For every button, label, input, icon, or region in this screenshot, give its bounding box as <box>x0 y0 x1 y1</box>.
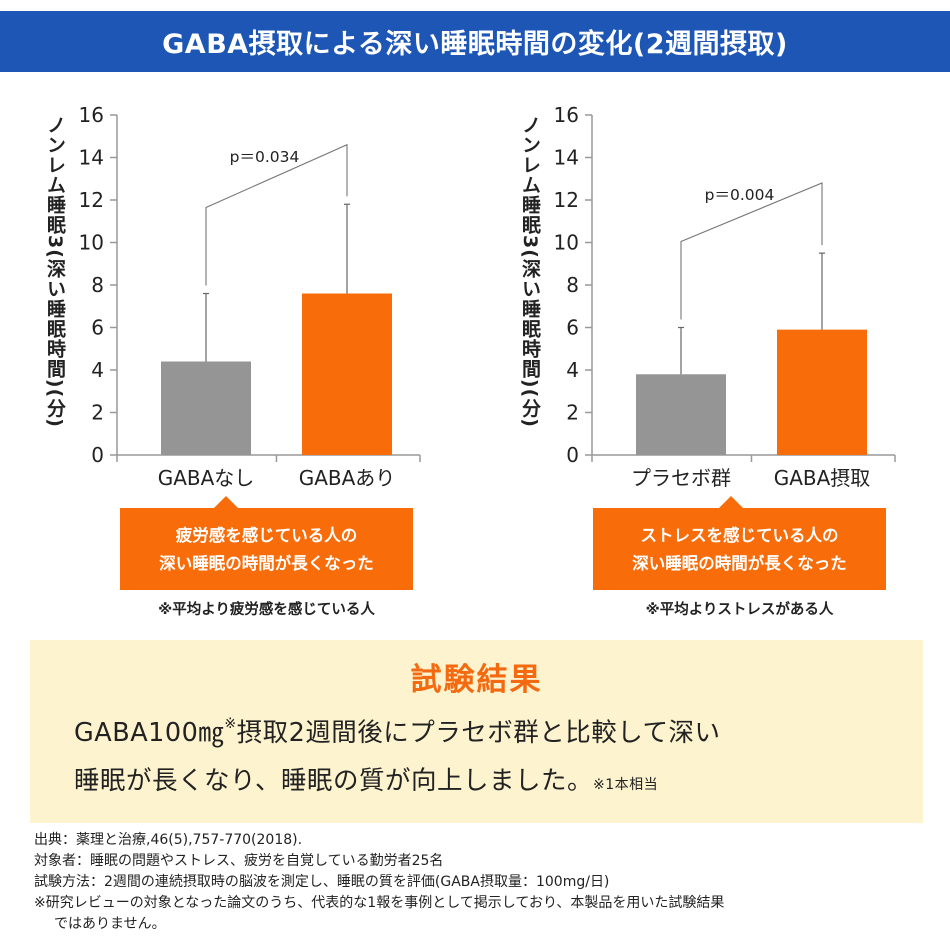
y-axis-label: ノンレム睡眠3(深い睡眠時間)(分) <box>519 115 541 428</box>
chart-stress: ノンレム睡眠3(深い睡眠時間)(分) 0 2 4 6 8 10 12 14 16 プラセボ群 GAB… <box>475 95 950 495</box>
chart-plot-fatigue: 0 2 4 6 8 10 12 14 16 GABAなし GABAあり p＝0.034 <box>79 103 421 490</box>
y-tick-label: 0 <box>566 443 579 467</box>
results-title: 試験結果 <box>410 662 543 698</box>
footnote-fatigue: ※平均より疲労感を感じている人 <box>158 602 375 618</box>
x-category-label: プラセボ群 <box>631 466 731 490</box>
bar <box>302 293 392 455</box>
y-tick-label: 12 <box>554 188 579 212</box>
results-text: 睡眠が長くなり、睡眠の質が向上しました。 <box>74 766 593 796</box>
y-tick-label: 6 <box>91 316 104 340</box>
y-tick-label: 8 <box>566 273 579 297</box>
x-category-label: GABAあり <box>299 466 396 490</box>
results-box: 試験結果 GABA100㎎※摂取2週間後にプラセボ群と比較して深い 睡眠が長くな… <box>30 640 923 823</box>
y-tick-label: 12 <box>79 188 104 212</box>
footnotes: 出典：薬理と治療,46(5),757-770(2018). 対象者：睡眠の問題や… <box>34 830 939 935</box>
chart-plot-stress: 0 2 4 6 8 10 12 14 16 プラセボ群 GABA摂取 p＝0.004 <box>554 103 896 490</box>
p-value-label: p＝0.004 <box>705 186 775 204</box>
y-tick-label: 0 <box>91 443 104 467</box>
y-tick-label: 16 <box>554 103 579 127</box>
y-tick-label: 16 <box>79 103 104 127</box>
callout-arrow <box>213 496 239 509</box>
y-tick-label: 10 <box>79 231 104 255</box>
y-tick-label: 4 <box>566 358 579 382</box>
bar <box>777 329 867 455</box>
bar <box>636 374 726 455</box>
chart-fatigue: ノンレム睡眠3(深い睡眠時間)(分) 0 2 4 6 8 10 12 14 16 GABAなし GA… <box>0 95 475 495</box>
callout-line: 深い睡眠の時間が長くなった <box>159 554 374 573</box>
y-tick-label: 10 <box>554 231 579 255</box>
results-text: 摂取2週間後にプラセボ群と比較して深い <box>236 718 721 748</box>
results-note: ※1本相当 <box>592 777 659 793</box>
disclaimer-cont: ではありません。 <box>54 916 166 932</box>
y-axis-label: ノンレム睡眠3(深い睡眠時間)(分) <box>44 115 66 428</box>
significance-bracket <box>680 182 823 320</box>
x-category-label: GABAなし <box>158 466 255 490</box>
disclaimer: ※研究レビューの対象となった論文のうち、代表的な1報を事例として掲示しており、本… <box>34 895 725 911</box>
bar <box>161 361 251 455</box>
callout-stress: ストレスを感じている人の 深い睡眠の時間が長くなった <box>593 508 886 590</box>
y-tick-label: 8 <box>91 273 104 297</box>
source-citation: 出典：薬理と治療,46(5),757-770(2018). <box>34 832 303 848</box>
callout-fatigue: 疲労感を感じている人の 深い睡眠の時間が長くなった <box>120 508 413 590</box>
callout-arrow <box>718 496 744 509</box>
y-tick-label: 2 <box>91 401 104 425</box>
x-category-label: GABA摂取 <box>774 466 871 490</box>
y-tick-label: 2 <box>566 401 579 425</box>
subjects-note: 対象者：睡眠の問題やストレス、疲労を自覚している勤労者25名 <box>34 853 444 869</box>
callout-line: 深い睡眠の時間が長くなった <box>632 554 847 573</box>
results-line-2: 睡眠が長くなり、睡眠の質が向上しました。※1本相当 <box>74 760 658 797</box>
method-note: 試験方法：2週間の連続摂取時の脳波を測定し、睡眠の質を評価(GABA摂取量：10… <box>34 874 610 890</box>
y-tick-label: 4 <box>91 358 104 382</box>
y-tick-label: 14 <box>79 146 104 170</box>
results-line-1: GABA100㎎※摂取2週間後にプラセボ群と比較して深い <box>74 712 721 749</box>
y-tick-label: 14 <box>554 146 579 170</box>
results-text: GABA100 <box>74 718 199 748</box>
y-tick-label: 6 <box>566 316 579 340</box>
significance-bracket <box>205 143 348 286</box>
p-value-label: p＝0.034 <box>230 148 300 166</box>
title-banner: GABA摂取による深い睡眠時間の変化(2週間摂取) <box>0 11 950 72</box>
callout-line: ストレスを感じている人の <box>640 526 839 545</box>
callout-line: 疲労感を感じている人の <box>175 526 358 545</box>
footnote-stress: ※平均よりストレスがある人 <box>645 602 834 618</box>
unit-mg: ㎎ <box>198 718 225 748</box>
asterisk-mark: ※ <box>224 716 237 732</box>
chart-title: GABA摂取による深い睡眠時間の変化(2週間摂取) <box>162 29 788 60</box>
